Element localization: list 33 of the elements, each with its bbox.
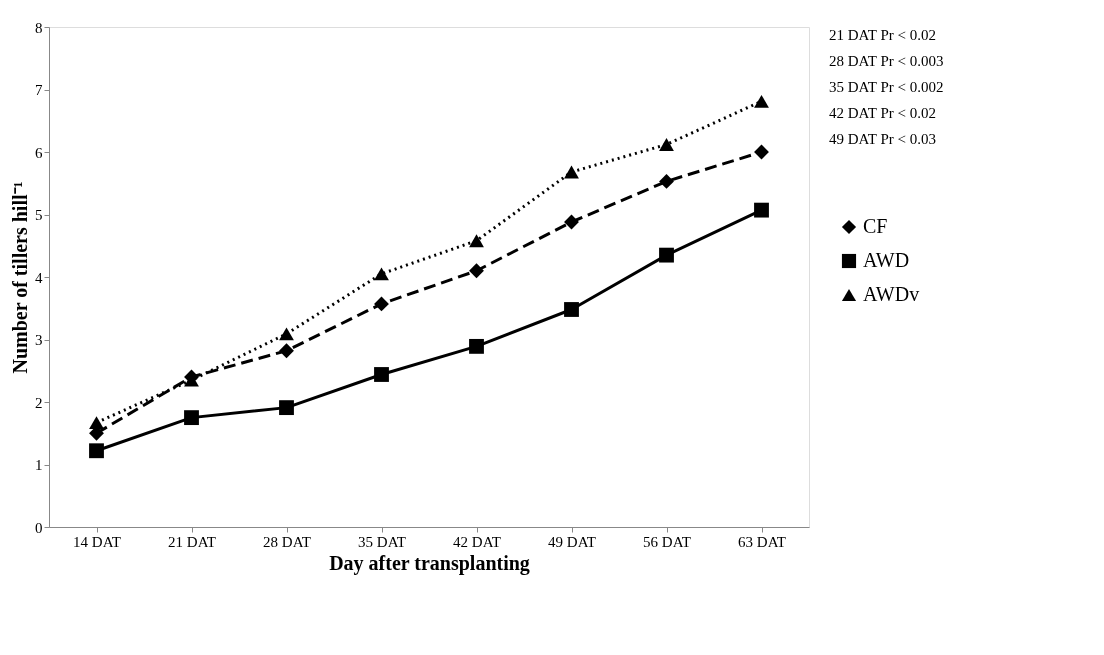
point (754, 94, 769, 108)
text: 28 DAT Pr < 0.003 (829, 53, 944, 69)
legend-label: AWDv (863, 283, 920, 305)
x-tick-label: 21 DAT (168, 533, 216, 550)
y-tick-label: 3 (35, 332, 43, 348)
point (89, 416, 104, 430)
y-tick-label: 7 (35, 82, 43, 98)
y-tick-label: 4 (35, 269, 43, 286)
point (89, 443, 104, 459)
point (754, 202, 769, 218)
y-tick-label: 5 (35, 207, 43, 223)
text: 42 DAT Pr < 0.02 (829, 105, 936, 121)
legend-label: CF (863, 215, 888, 237)
legend-label: AWD (863, 249, 910, 271)
text: 49 DAT Pr < 0.03 (829, 131, 936, 147)
y-tick-label: 0 (35, 519, 43, 536)
y-tick-label: 8 (35, 19, 43, 36)
x-tick-label: 42 DAT (453, 533, 501, 550)
x-tick-label: 28 DAT (263, 533, 311, 550)
x-tick-label: 56 DAT (643, 533, 691, 550)
y-tick-label: 2 (35, 394, 43, 411)
x-axis-title: Day after transplanting (329, 551, 530, 575)
x-tick-label: 14 DAT (73, 533, 121, 550)
x-tick-label: 35 DAT (358, 533, 406, 550)
y-tick-label: 1 (35, 457, 43, 473)
y-tick-label: 6 (35, 144, 43, 161)
text: 21 DAT Pr < 0.02 (829, 27, 936, 43)
point (659, 138, 674, 151)
x-tick-label: 49 DAT (548, 533, 596, 550)
text: 35 DAT Pr < 0.002 (829, 79, 944, 95)
point (469, 234, 484, 248)
x-tick-label: 63 DAT (738, 533, 786, 550)
y-axis-title: Number of tillers hill⁻¹ (9, 181, 31, 374)
